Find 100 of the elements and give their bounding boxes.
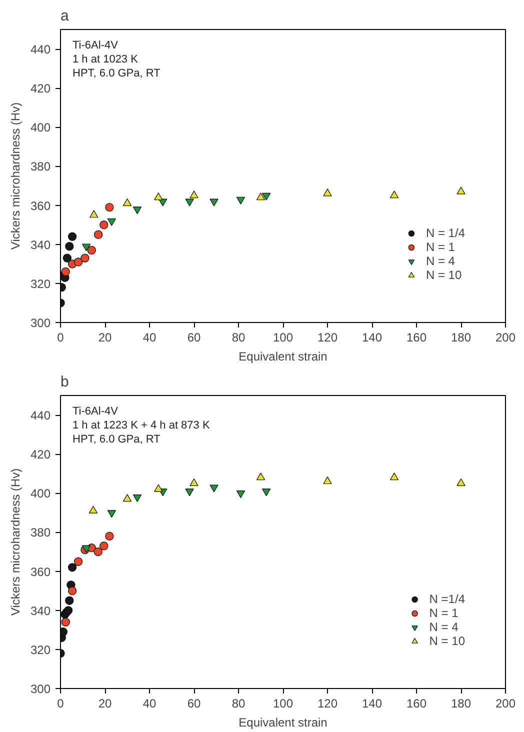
point [154, 484, 163, 492]
chart-title: a [60, 8, 70, 24]
point [65, 242, 74, 251]
point [132, 494, 142, 502]
x-tick-label: 40 [142, 330, 156, 344]
x-tick-label: 100 [272, 330, 294, 344]
point [87, 246, 96, 255]
point [100, 542, 108, 550]
point [262, 192, 271, 200]
point [132, 206, 142, 214]
legend-label: N = 1 [429, 606, 458, 620]
y-tick-label: 380 [30, 526, 51, 540]
point [190, 478, 198, 486]
x-tick-label: 180 [450, 696, 472, 710]
x-tick-label: 80 [232, 696, 246, 710]
x-tick-label: 200 [495, 330, 516, 344]
x-tick-label: 160 [406, 330, 427, 344]
y-tick-label: 420 [30, 448, 51, 462]
x-tick-label: 20 [98, 696, 112, 710]
x-axis-title: Equivalent strain [238, 716, 328, 730]
annotation: 1 h at 1223 K + 4 h at 873 K [72, 420, 210, 432]
x-tick-label: 120 [317, 696, 338, 710]
x-tick-label: 0 [57, 330, 64, 344]
legend-label: N =1/4 [429, 592, 465, 606]
point [65, 596, 74, 605]
chart-title: b [60, 374, 69, 390]
point [210, 198, 218, 206]
y-tick-label: 320 [30, 642, 51, 657]
point [80, 254, 90, 262]
point [61, 267, 70, 276]
x-tick-label: 200 [495, 696, 516, 710]
point [94, 547, 102, 556]
x-tick-label: 0 [57, 696, 64, 710]
legend-label: N = 4 [429, 620, 458, 634]
point [456, 186, 466, 194]
point [107, 510, 116, 518]
annotation: HPT, 6.0 GPa, RT [72, 434, 161, 446]
y-tick-label: 360 [30, 198, 51, 213]
point [68, 232, 77, 241]
legend-label: N = 10 [429, 634, 465, 648]
point [122, 494, 132, 502]
point [107, 218, 116, 226]
legend-label: N = 1/4 [426, 226, 465, 240]
y-axis-title: Vickers microhardness (Hv) [8, 102, 22, 250]
point [122, 198, 132, 206]
point [323, 188, 332, 196]
point [74, 557, 83, 566]
x-tick-label: 60 [187, 330, 201, 344]
y-tick-label: 400 [30, 120, 51, 135]
y-tick-label: 440 [30, 42, 51, 57]
point [210, 484, 218, 492]
annotation: Ti-6Al-4V [72, 406, 119, 418]
x-tick-label: 180 [450, 330, 472, 344]
point [82, 244, 91, 252]
point [262, 488, 271, 496]
y-tick-label: 380 [30, 160, 51, 174]
y-tick-label: 400 [30, 486, 51, 501]
legend-label: N = 4 [426, 254, 455, 268]
point [74, 258, 83, 266]
point [94, 230, 103, 239]
point [236, 196, 246, 204]
y-tick-label: 440 [30, 408, 51, 423]
point [100, 220, 108, 230]
x-tick-label: 80 [232, 330, 246, 344]
y-axis-title: Vickers microhardness (Hv) [8, 468, 22, 616]
point [61, 618, 70, 626]
annotation: Ti-6Al-4V [72, 40, 119, 52]
point [62, 254, 72, 262]
point [323, 476, 332, 484]
point [256, 192, 266, 200]
x-tick-label: 140 [362, 330, 382, 344]
point [390, 472, 399, 480]
x-tick-label: 100 [272, 696, 294, 710]
x-tick-label: 140 [362, 696, 382, 710]
x-tick-label: 120 [317, 330, 338, 344]
point [456, 478, 466, 486]
legend-label: N = 10 [426, 268, 462, 282]
point [90, 210, 98, 218]
y-tick-label: 340 [30, 238, 51, 252]
point [256, 472, 266, 480]
point [68, 586, 77, 596]
point [236, 490, 246, 498]
annotation: HPT, 6.0 GPa, RT [72, 68, 161, 80]
y-tick-label: 300 [30, 682, 51, 696]
point [105, 202, 114, 212]
x-axis-title: Equivalent strain [238, 350, 328, 364]
y-tick-label: 300 [30, 316, 51, 330]
x-tick-label: 20 [98, 330, 112, 344]
point [185, 198, 194, 206]
point [88, 506, 98, 514]
y-tick-label: 320 [30, 276, 51, 291]
x-tick-label: 40 [142, 696, 156, 710]
point [185, 488, 194, 496]
y-tick-label: 420 [30, 82, 51, 96]
y-tick-label: 340 [30, 604, 51, 618]
point [68, 563, 77, 572]
x-tick-label: 160 [406, 696, 427, 710]
point [105, 532, 114, 540]
x-tick-label: 60 [187, 696, 201, 710]
annotation: 1 h at 1023 K [72, 54, 139, 66]
